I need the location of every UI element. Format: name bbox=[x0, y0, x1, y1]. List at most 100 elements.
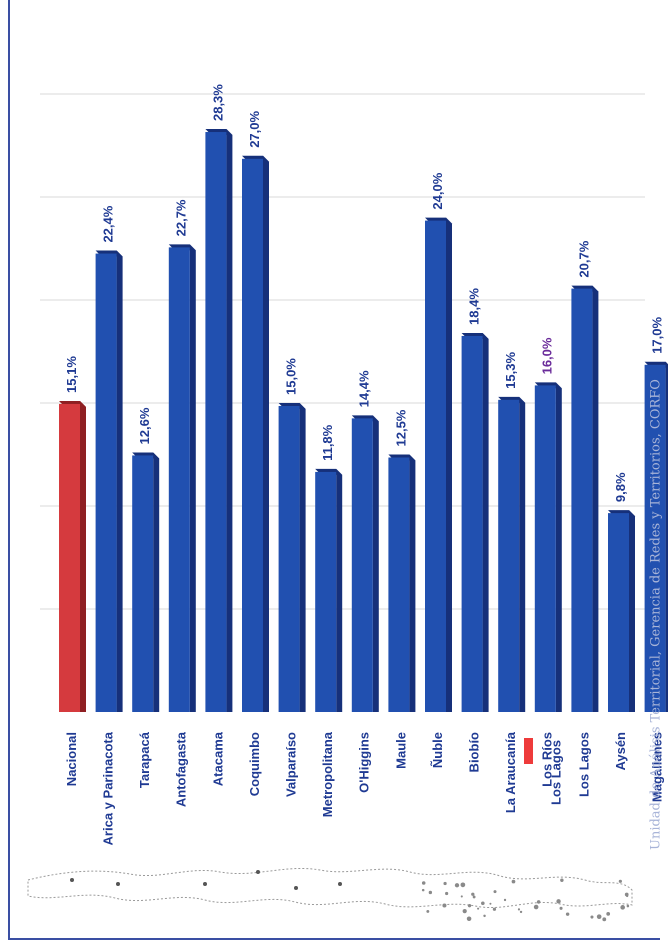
category-label: O'Higgins bbox=[357, 732, 372, 793]
map-island-dot bbox=[494, 890, 497, 893]
bar bbox=[169, 244, 196, 712]
map-island-dot bbox=[619, 880, 622, 883]
map-island-dot bbox=[520, 911, 522, 913]
map-island-dot bbox=[467, 916, 472, 921]
map-island-dot bbox=[429, 891, 432, 894]
category-label: Antofagasta bbox=[174, 731, 189, 807]
map-island-dot bbox=[560, 907, 563, 910]
category-label: Los Lagos bbox=[576, 732, 591, 797]
bar-front bbox=[388, 458, 409, 713]
bar-side bbox=[117, 251, 123, 712]
bar-side bbox=[629, 510, 635, 712]
map-island-dot bbox=[518, 908, 520, 910]
map-island-dot bbox=[590, 916, 593, 919]
category-label: Nacional bbox=[64, 732, 79, 786]
category-label: Atacama bbox=[210, 731, 225, 786]
map-island-dot bbox=[606, 912, 610, 916]
legend-swatch-los-lagos bbox=[524, 738, 533, 764]
bar-front bbox=[96, 254, 117, 712]
bar-front bbox=[205, 132, 226, 712]
bar-side bbox=[592, 286, 598, 712]
bar bbox=[498, 397, 525, 712]
bar-front bbox=[571, 289, 592, 712]
bar-front bbox=[352, 418, 373, 712]
data-label: 22,7% bbox=[174, 199, 189, 236]
bar bbox=[425, 218, 452, 712]
bar-front bbox=[608, 513, 629, 712]
category-label: Arica y Parinacota bbox=[101, 731, 116, 845]
map-city-dot bbox=[294, 886, 298, 890]
bar-side bbox=[556, 382, 562, 712]
map-island-dot bbox=[620, 905, 625, 910]
map-island-dot bbox=[566, 912, 569, 915]
bar bbox=[535, 382, 562, 712]
bar-front bbox=[498, 400, 519, 712]
data-label: 9,8% bbox=[613, 472, 628, 502]
bar-front bbox=[169, 247, 190, 712]
data-label: 14,4% bbox=[357, 370, 372, 407]
map-city-dot bbox=[70, 878, 74, 882]
bar-front bbox=[425, 221, 446, 712]
bar bbox=[205, 129, 232, 712]
bar-side bbox=[446, 218, 452, 712]
map-island-dot bbox=[473, 896, 476, 899]
bar bbox=[352, 415, 379, 712]
map-island-dot bbox=[556, 899, 560, 903]
bar-side bbox=[300, 403, 306, 712]
category-label: Maule bbox=[393, 732, 408, 769]
map-island-dot bbox=[468, 904, 471, 907]
category-label: La Araucanía bbox=[503, 731, 518, 813]
map-island-dot bbox=[481, 901, 485, 905]
category-label: Coquimbo bbox=[247, 732, 262, 796]
data-label: 15,0% bbox=[284, 358, 299, 395]
data-label: 11,8% bbox=[320, 424, 335, 461]
bar bbox=[132, 452, 159, 712]
map-city-dot bbox=[116, 882, 120, 886]
bar-side bbox=[190, 244, 196, 712]
bar-side bbox=[336, 469, 342, 712]
category-label: Aysén bbox=[613, 732, 628, 771]
map-island-dot bbox=[489, 903, 491, 905]
bar bbox=[462, 333, 489, 712]
data-label: 20,7% bbox=[576, 240, 591, 277]
data-label: 12,5% bbox=[393, 409, 408, 446]
bar-side bbox=[519, 397, 525, 712]
map-island-dot bbox=[597, 914, 602, 919]
data-label: 15,3% bbox=[503, 352, 518, 389]
bar-side bbox=[409, 455, 415, 713]
map-island-dot bbox=[504, 899, 506, 901]
data-label: 16,0% bbox=[540, 337, 555, 374]
map-island-dot bbox=[455, 883, 459, 887]
bar-front bbox=[132, 455, 153, 712]
category-label: Ñuble bbox=[430, 732, 445, 768]
map-island-dot bbox=[477, 908, 479, 910]
map-city-dot bbox=[338, 882, 342, 886]
bar-front bbox=[535, 385, 556, 712]
bar-front bbox=[315, 472, 336, 712]
map-island-dot bbox=[512, 880, 516, 884]
bar bbox=[608, 510, 635, 712]
bar bbox=[242, 156, 269, 712]
data-label: 15,1% bbox=[64, 356, 79, 393]
bar bbox=[571, 286, 598, 712]
map-island-dot bbox=[422, 889, 425, 892]
map-city-dot bbox=[203, 882, 207, 886]
bar bbox=[96, 251, 123, 712]
source-note: Unidad de Análisis Territorial, Gerencia… bbox=[649, 379, 664, 850]
bar-side bbox=[153, 452, 159, 712]
category-label: Tarapacá bbox=[137, 731, 152, 788]
map-island-dot bbox=[461, 895, 463, 897]
map-island-dot bbox=[626, 895, 628, 897]
bar bbox=[59, 401, 86, 712]
map-island-dot bbox=[493, 908, 496, 911]
map-island-dot bbox=[445, 892, 448, 895]
map-island-dot bbox=[471, 893, 474, 896]
data-label: 12,6% bbox=[137, 407, 152, 444]
bar-side bbox=[373, 415, 379, 712]
bar-side bbox=[226, 129, 232, 712]
map-island-dot bbox=[560, 879, 563, 882]
bar bbox=[388, 455, 415, 713]
category-label: Metropolitana bbox=[320, 731, 335, 817]
